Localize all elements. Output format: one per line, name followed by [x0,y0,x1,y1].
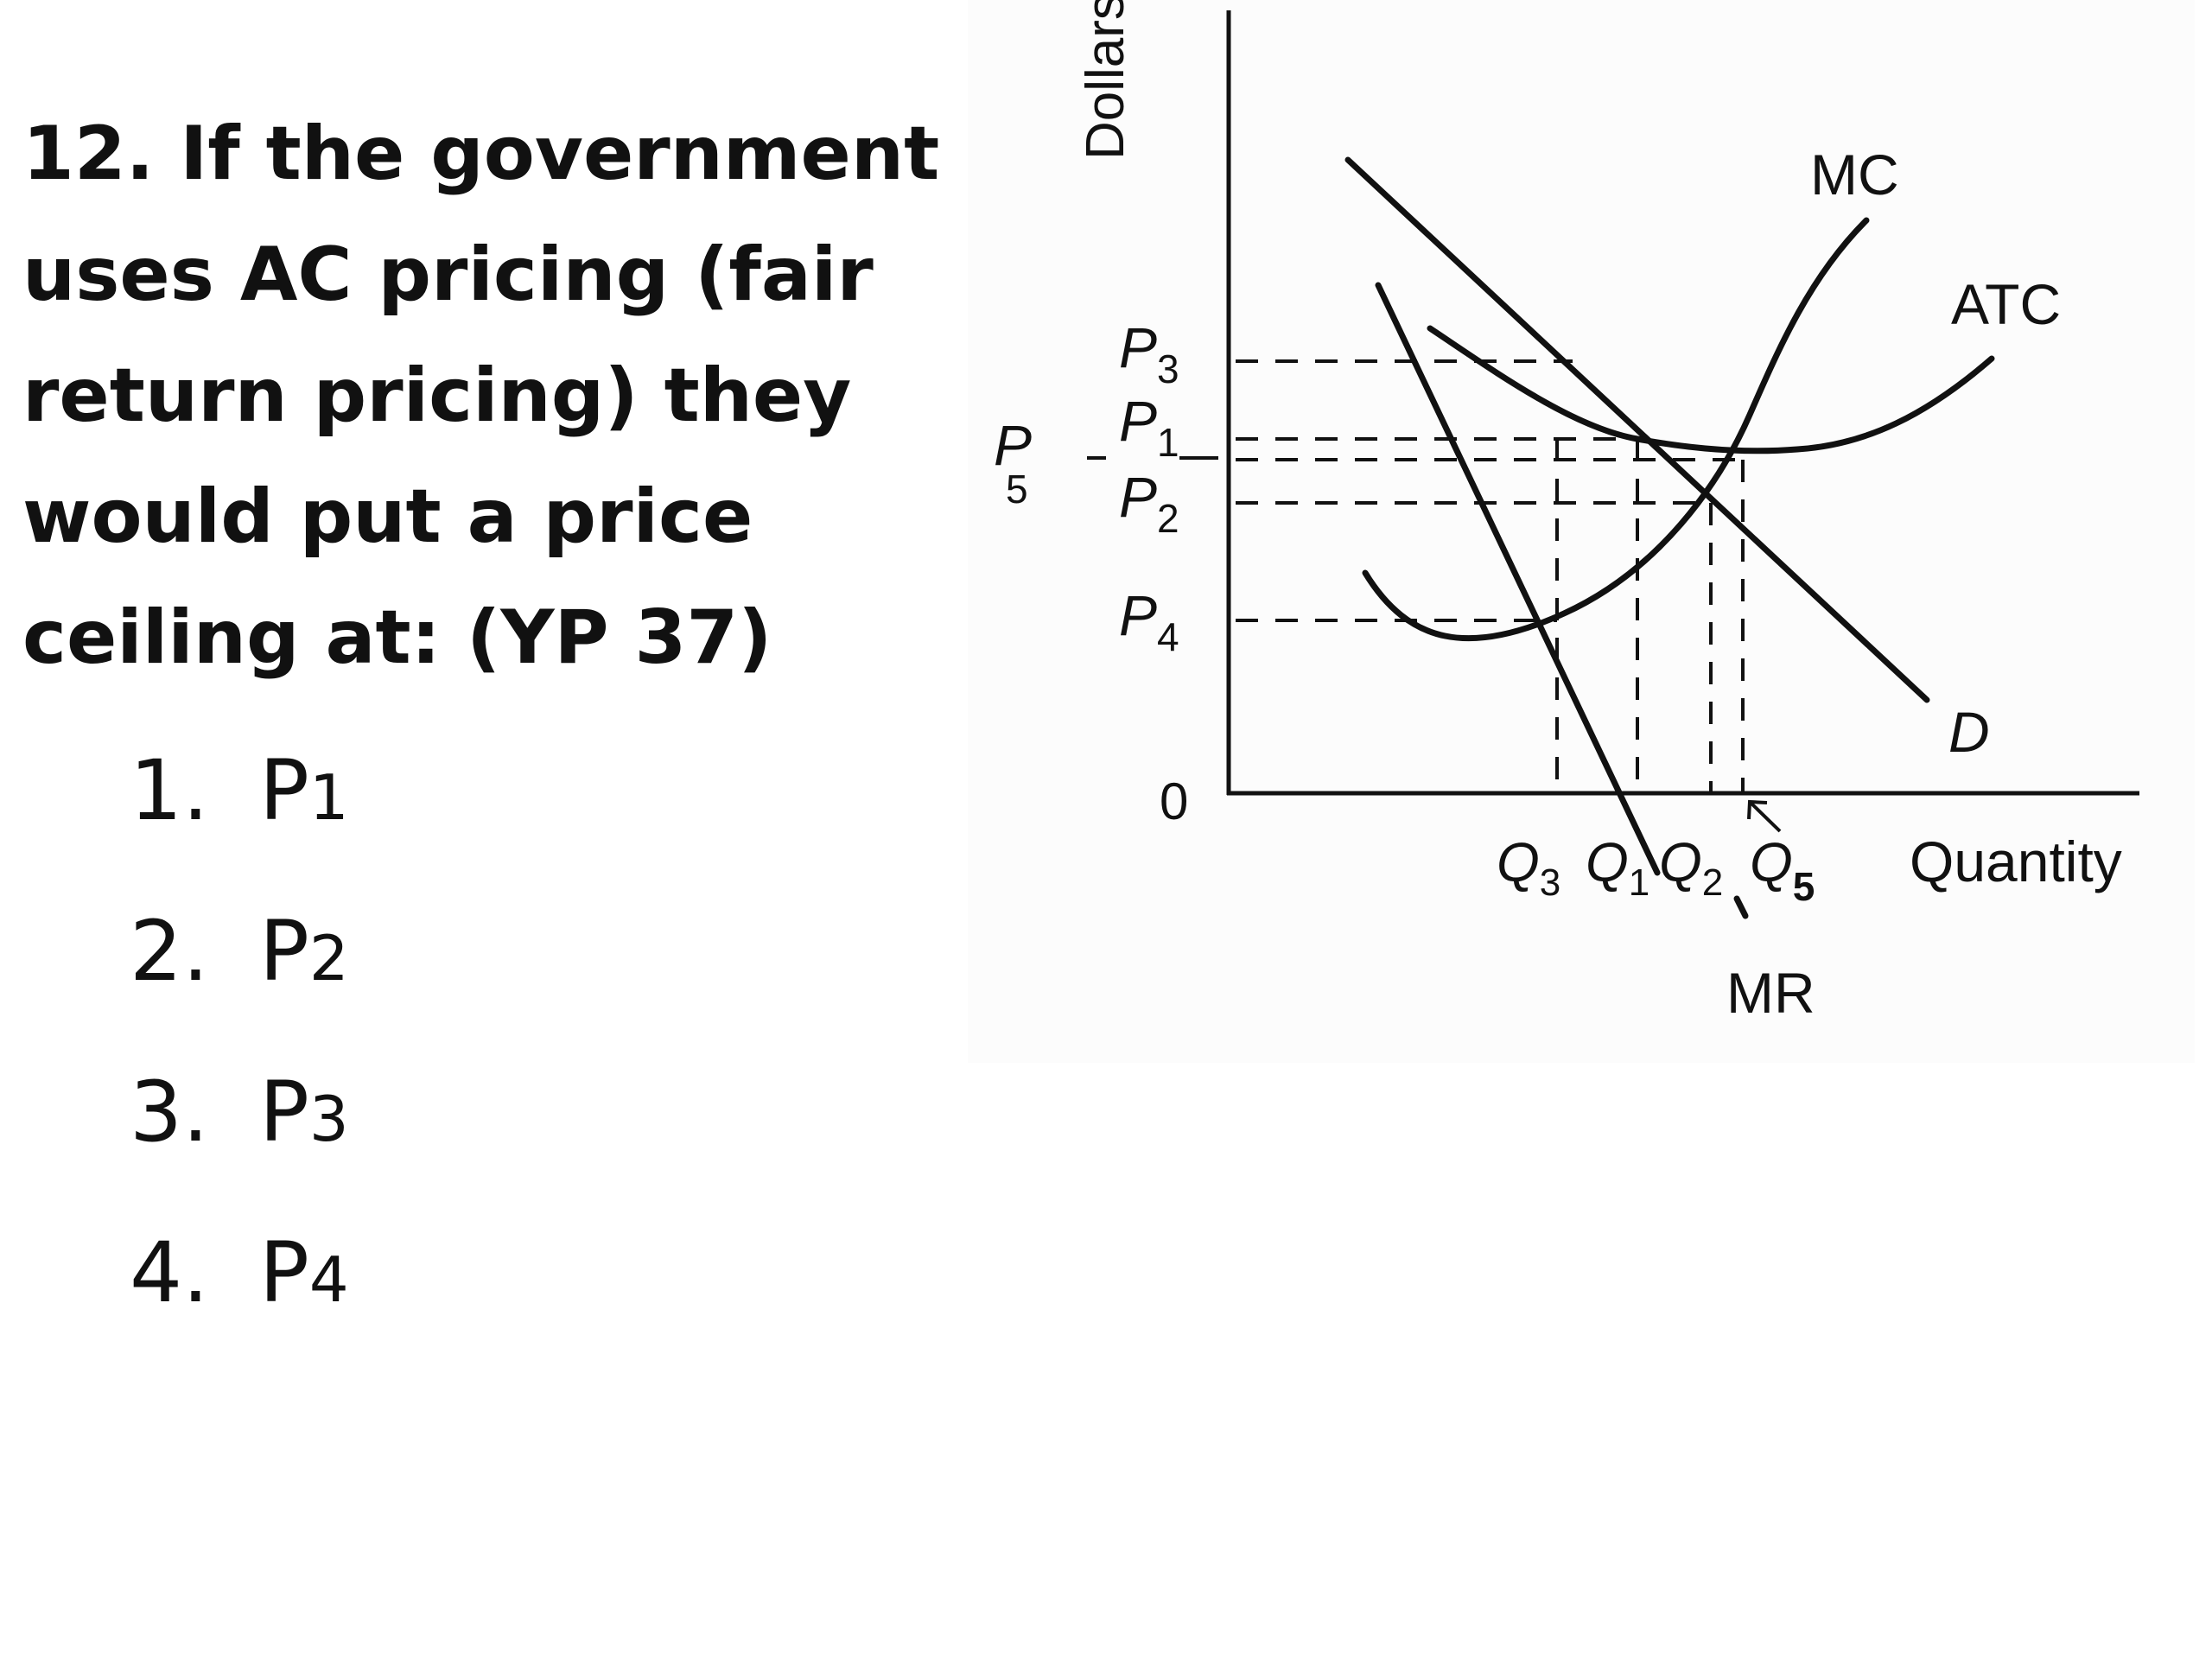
quantity-letter: Q [1659,831,1702,893]
arrow-head [1747,799,1768,820]
option-number: 4. [130,1224,209,1321]
answer-option-4[interactable]: 4. P4 [130,1225,349,1386]
question-line: would put a price [22,474,753,560]
price-subscript: 1 [1157,420,1179,465]
quantity-subscript: 5 [1793,864,1815,909]
y-axis-label: Dollars [1076,0,1135,160]
atc-curve [1427,325,1995,454]
option-number: 1. [130,742,209,839]
answer-options: 1. P1 2. P2 3. P3 4. P4 [130,743,349,1386]
option-number: 3. [130,1064,209,1160]
option-subscript: 1 [308,761,349,834]
option-subscript: 2 [308,922,349,995]
mr-curve [1375,282,1661,876]
quantity-subscript: 2 [1702,861,1723,904]
question-line: uses AC pricing (fair [22,232,874,318]
arrow-shaft [1748,800,1782,833]
answer-option-1[interactable]: 1. P1 [130,743,349,904]
p3-label: P3 [1119,315,1179,391]
p4-label: P4 [1119,583,1179,659]
question-line: ceiling at: (YP 37) [22,594,772,681]
option-letter: P [259,903,309,1000]
origin-label: 0 [1160,772,1188,830]
q2-label: Q2 [1659,831,1723,904]
demand-curve [1344,156,1930,703]
q5-label: Q5 [1750,831,1815,909]
option-subscript: 3 [308,1083,349,1155]
mc-label: MC [1810,143,1899,207]
quantity-letter: Q [1586,831,1629,893]
option-letter: P [259,1224,309,1321]
option-subscript: 4 [308,1243,349,1316]
price-letter: P [994,413,1032,477]
x-axis-label: Quantity [1910,830,2122,893]
price-letter: P [1119,315,1157,379]
option-letter: P [259,1064,309,1160]
answer-option-3[interactable]: 3. P3 [130,1065,349,1225]
price-letter: P [1119,465,1157,529]
quantity-letter: Q [1750,831,1793,893]
mc-curve [1362,217,1870,642]
price-letter: P [1119,389,1157,453]
price-letter: P [1119,583,1157,647]
atc-label: ATC [1951,272,2061,336]
quantity-letter: Q [1497,831,1540,893]
q5-arrow [1747,799,1782,833]
option-letter: P [259,742,309,839]
demand-label: D [1948,700,1990,764]
mr-label: MR [1726,961,1815,1025]
quantity-subscript: 1 [1629,861,1649,904]
diagram-background [968,0,2195,1063]
p2-label: P2 [1119,465,1179,541]
price-subscript: 5 [1006,467,1028,512]
answer-option-2[interactable]: 2. P2 [130,904,349,1065]
q3-label: Q3 [1497,831,1560,904]
price-subscript: 3 [1157,346,1179,391]
question-line: return pricing) they [22,353,852,439]
mr-curve-tail [1733,895,1749,919]
question-text: 12. If the government uses AC pricing (f… [22,93,940,698]
price-subscript: 2 [1157,496,1179,541]
curves [1344,156,1995,919]
quantity-labels: Q3 Q1 Q2 Q5 [1497,831,1815,909]
price-subscript: 4 [1157,614,1179,659]
question-line: 12. If the government [22,111,940,197]
quantity-subscript: 3 [1540,861,1560,904]
q1-label: Q1 [1586,831,1649,904]
p1-label: P1 [1119,389,1179,465]
option-number: 2. [130,903,209,1000]
